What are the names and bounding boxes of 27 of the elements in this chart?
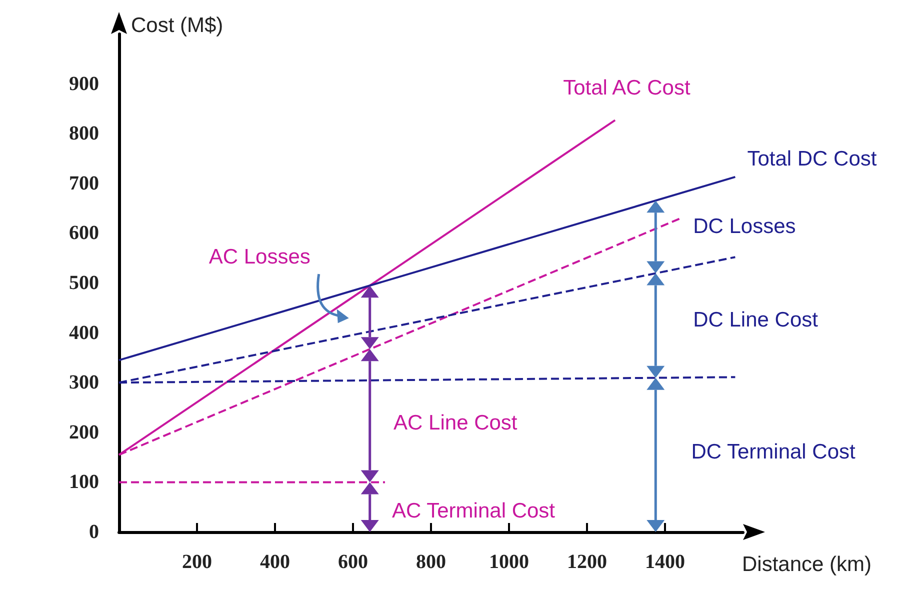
annotation: AC Line Cost xyxy=(394,411,518,434)
y-tick-label: 100 xyxy=(69,471,99,494)
x-tick-label: 800 xyxy=(416,551,446,573)
series-label: Total DC Cost xyxy=(747,147,877,170)
annotation: DC Losses xyxy=(693,214,796,238)
y-tick-label: 200 xyxy=(69,421,99,444)
y-tick-label: 600 xyxy=(69,222,99,244)
x-tick-label: 1000 xyxy=(489,551,529,573)
annotation: AC Terminal Cost xyxy=(392,500,556,523)
y-tick-label: 900 xyxy=(69,72,99,95)
x-tick-label: 600 xyxy=(338,551,368,573)
y-tick-label: 300 xyxy=(69,372,99,394)
x-axis-title: Distance (km) xyxy=(742,553,872,576)
annotation: DC Line Cost xyxy=(693,308,818,332)
y-tick-label: 400 xyxy=(69,322,99,344)
x-tick-label: 400 xyxy=(260,551,290,573)
series-label: Total AC Cost xyxy=(563,76,690,100)
x-tick-label: 1200 xyxy=(567,551,607,573)
y-tick-label: 0 xyxy=(89,521,99,543)
x-tick-label: 200 xyxy=(182,551,212,573)
y-tick-label: 800 xyxy=(69,122,99,145)
y-tick-label: 500 xyxy=(69,272,99,294)
y-axis-title: Cost (M$) xyxy=(131,14,224,37)
y-tick-label: 700 xyxy=(69,172,99,194)
x-tick-label: 1400 xyxy=(645,551,685,573)
annotation: AC Losses xyxy=(208,246,310,269)
annotation: DC Terminal Cost xyxy=(691,440,856,464)
